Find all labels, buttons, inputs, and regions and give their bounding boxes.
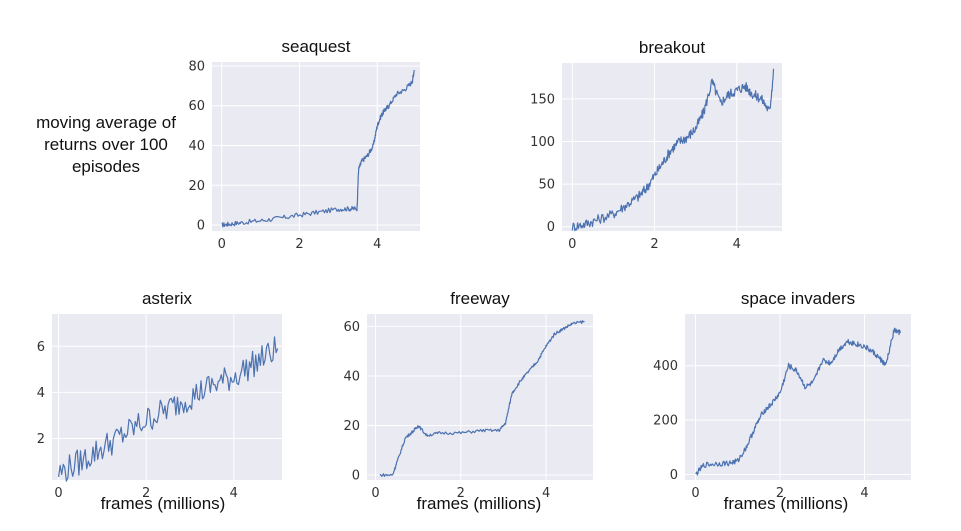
y-tick-label: 20 [343, 419, 360, 434]
y-tick-label: 20 [188, 179, 205, 194]
y-tick-label: 0 [197, 219, 205, 234]
y-tick-label: 4 [37, 386, 45, 401]
chart-title-breakout: breakout [639, 38, 705, 57]
plot-area-space-invaders [685, 314, 911, 480]
y-tick-label: 60 [188, 99, 205, 114]
x-tick-label: 2 [776, 486, 784, 501]
series-line-asterix [58, 336, 279, 482]
y-tick-label: 40 [188, 139, 205, 154]
series-line-seaquest [221, 69, 415, 228]
y-tick-label: 50 [538, 178, 555, 193]
plot-area-freeway [367, 314, 593, 480]
chart-asterix: 0 2 4 2 4 6 asterix [37, 289, 282, 501]
y-axis-label: moving average of returns over 100 episo… [20, 112, 192, 178]
x-axis-label-freeway: frames (millions) [416, 494, 542, 513]
y-axis-label-line-2: returns over 100 [44, 135, 168, 154]
y-tick-label: 200 [653, 414, 678, 429]
chart-breakout: 0 2 4 0 50 100 150 breakout [530, 38, 782, 252]
y-tick-label: 150 [530, 92, 555, 107]
x-tick-label: 2 [457, 486, 465, 501]
y-tick-label: 6 [37, 340, 45, 355]
x-tick-label: 0 [691, 486, 699, 501]
x-axis-label-asterix: frames (millions) [100, 494, 226, 513]
x-tick-label: 4 [373, 237, 381, 252]
chart-title-space-invaders: space invaders [741, 289, 855, 308]
x-tick-label: 4 [733, 237, 741, 252]
chart-title-asterix: asterix [142, 289, 193, 308]
y-axis-label-line-1: moving average of [36, 113, 176, 132]
x-tick-label: 2 [650, 237, 658, 252]
x-tick-label: 4 [542, 486, 550, 501]
y-tick-label: 40 [343, 369, 360, 384]
plot-area-asterix [52, 314, 282, 480]
x-axis-label-space-invaders: frames (millions) [723, 494, 849, 513]
x-tick-label: 4 [860, 486, 868, 501]
chart-title-seaquest: seaquest [282, 37, 351, 56]
chart-space-invaders: 0 2 4 0 200 400 space invaders [653, 289, 911, 501]
x-tick-label: 2 [142, 486, 150, 501]
y-tick-label: 80 [188, 59, 205, 74]
y-tick-label: 0 [547, 220, 555, 235]
y-axis-label-line-3: episodes [71, 157, 141, 176]
x-tick-label: 0 [371, 486, 379, 501]
x-tick-label: 0 [54, 486, 62, 501]
series-line-breakout [571, 68, 775, 232]
y-tick-label: 60 [343, 320, 360, 335]
plot-area-breakout [562, 63, 782, 231]
y-tick-label: 400 [653, 359, 678, 374]
plot-area-seaquest [212, 62, 420, 231]
x-tick-label: 0 [568, 237, 576, 252]
x-tick-label: 0 [218, 237, 226, 252]
series-line-freeway [379, 320, 585, 478]
chart-title-freeway: freeway [450, 289, 510, 308]
series-line-space-invaders [695, 327, 901, 476]
y-tick-label: 0 [670, 468, 678, 483]
x-tick-label: 4 [230, 486, 238, 501]
y-tick-label: 0 [352, 469, 360, 484]
y-tick-label: 2 [37, 432, 45, 447]
x-tick-label: 2 [295, 237, 303, 252]
y-tick-label: 100 [530, 135, 555, 150]
